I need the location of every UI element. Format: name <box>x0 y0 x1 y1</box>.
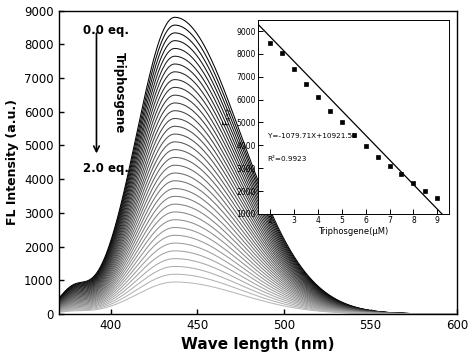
Text: Triphosgene: Triphosgene <box>112 52 126 133</box>
Y-axis label: FL Intensity (a.u.): FL Intensity (a.u.) <box>6 99 18 225</box>
Text: 0.0 eq.: 0.0 eq. <box>82 24 128 37</box>
Text: 2.0 eq.: 2.0 eq. <box>82 162 128 175</box>
X-axis label: Wave length (nm): Wave length (nm) <box>181 338 335 352</box>
